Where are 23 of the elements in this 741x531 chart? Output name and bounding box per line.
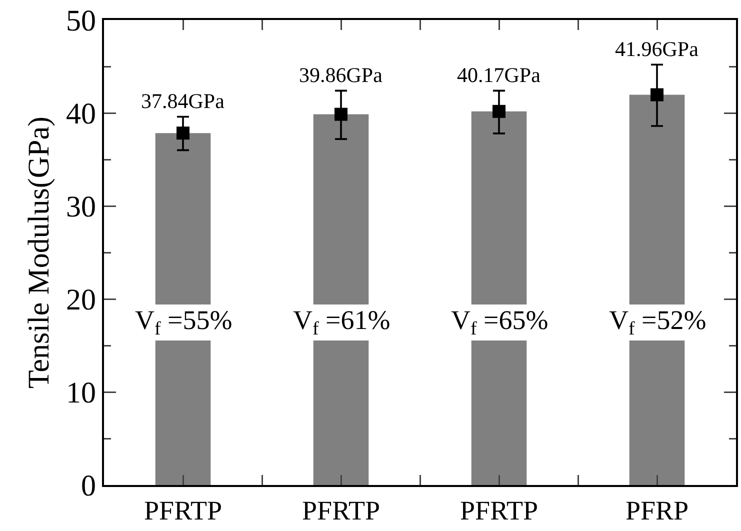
x-tick-label: PFRTP: [302, 495, 380, 526]
y-tick-label: 40: [66, 98, 96, 130]
annotation: V$_{f}$ =55%: [135, 305, 232, 340]
data-label: 37.84GPa: [141, 89, 226, 113]
annotation: V$_{f}$ =61%: [293, 305, 390, 340]
y-tick-label: 30: [66, 190, 96, 224]
data-label: 39.86GPa: [299, 63, 384, 87]
y-tick-label: 0: [81, 470, 96, 502]
x-tick-label: PFRTP: [460, 495, 538, 526]
point: [492, 104, 506, 118]
y-axis-title: Tensile Modulus(GPa): [22, 116, 56, 389]
y-tick-label: 50: [66, 4, 96, 38]
data-label: 40.17GPa: [457, 63, 542, 87]
point: [650, 88, 664, 102]
point: [176, 126, 190, 140]
y-tick-label: 20: [66, 284, 96, 316]
y-tick-label: 10: [66, 376, 96, 410]
data-label: 41.96GPa: [615, 37, 700, 61]
x-tick-label: PFRTP: [144, 495, 222, 526]
point: [334, 108, 348, 121]
annotation: V$_{f}$ =65%: [451, 305, 548, 340]
x-tick-label: PFRP: [625, 495, 689, 526]
annotation: V$_{f}$ =52%: [609, 305, 706, 340]
